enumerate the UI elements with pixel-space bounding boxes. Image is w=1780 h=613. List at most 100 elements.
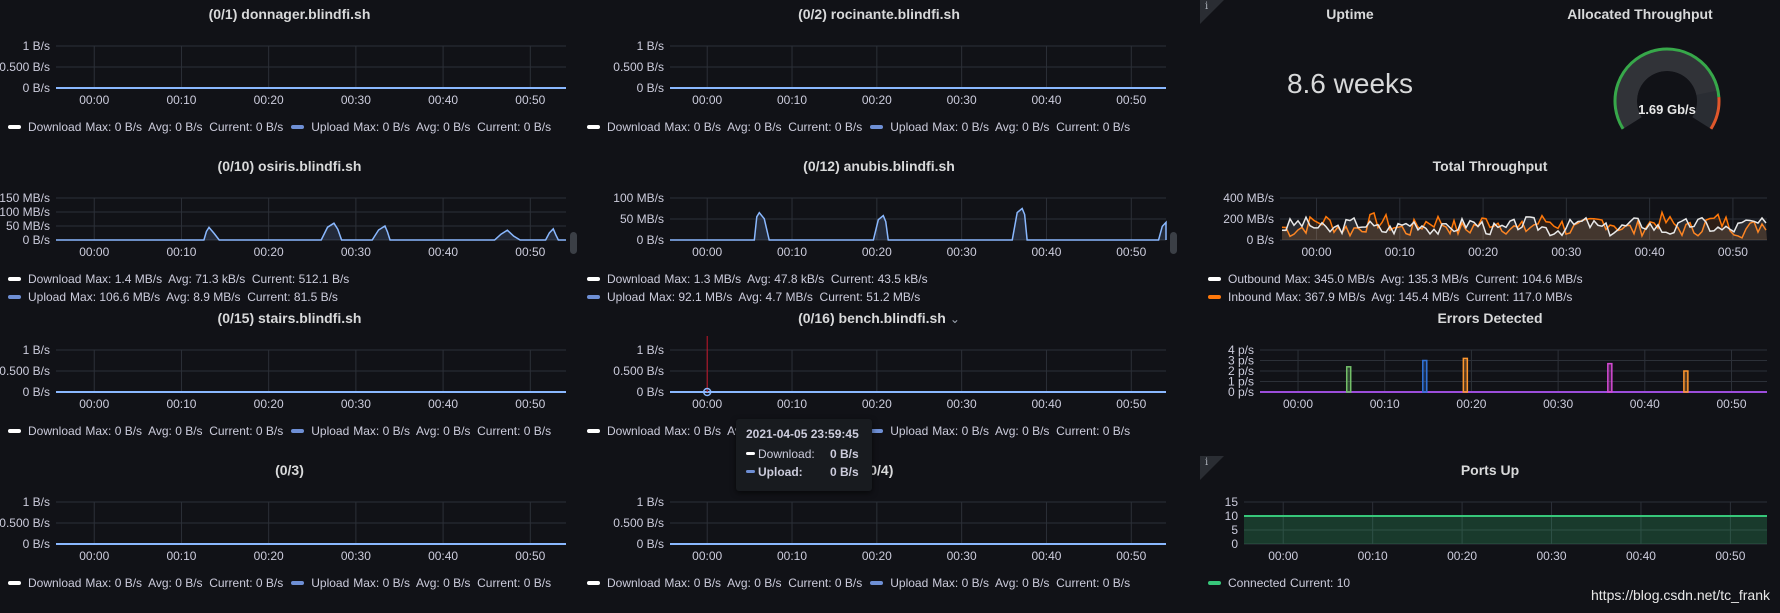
y-tick-label: 200 MB/s: [1223, 212, 1274, 226]
legend-stats: Max: 345.0 MB/s Avg: 135.3 MB/s Current:…: [1284, 272, 1583, 286]
legend-item-upload[interactable]: Upload Max: 0 B/s Avg: 0 B/s Current: 0 B…: [870, 574, 1130, 592]
legend-swatch: [291, 580, 305, 585]
tooltip-value-upload: 0 B/s: [830, 465, 859, 479]
legend-scrollbar[interactable]: [1170, 232, 1177, 254]
legend-series-name: Upload: [607, 290, 646, 304]
graph-panel-p8: (0/4) 1 B/s 0.500 B/s 0 B/s 00:00 00:10 00:20 0…: [579, 456, 1179, 608]
x-tick-label: 00:40: [1031, 245, 1061, 259]
watermark: https://blog.csdn.net/tc_frank: [1591, 587, 1770, 603]
y-tick-label: 1 B/s: [23, 39, 50, 53]
x-tick-label: 00:20: [1456, 397, 1486, 411]
info-corner[interactable]: [1200, 456, 1224, 480]
panel-title[interactable]: (0/2) rocinante.blindfi.sh: [798, 6, 960, 22]
panel-title[interactable]: (0/1) donnager.blindfi.sh: [208, 6, 371, 22]
x-tick-label: 00:00: [79, 245, 109, 259]
legend-swatch: [587, 428, 600, 433]
legend-swatch: [587, 276, 600, 281]
x-tick-label: 00:20: [862, 93, 892, 107]
graph-panel-p5: (0/15) stairs.blindfi.sh 1 B/s 0.500 B/s 0 …: [0, 304, 579, 456]
x-tick-label: 00:20: [862, 397, 892, 411]
legend-item-outbound[interactable]: Outbound Max: 345.0 MB/s Avg: 135.3 MB/s …: [1208, 270, 1764, 288]
legend-item-upload[interactable]: Upload Max: 0 B/s Avg: 0 B/s Current: 0 B…: [291, 118, 551, 136]
info-icon[interactable]: i: [1205, 457, 1209, 468]
y-tick-label: 0 B/s: [637, 233, 664, 247]
legend-swatch: [1208, 276, 1221, 281]
graph-panel-p7: (0/3) 1 B/s 0.500 B/s 0 B/s 00:00 00:10 00:20 0…: [0, 456, 579, 608]
legend-item-upload[interactable]: Upload Max: 0 B/s Avg: 0 B/s Current: 0 B…: [870, 118, 1130, 136]
legend-item-upload[interactable]: Upload Max: 0 B/s Avg: 0 B/s Current: 0 B…: [291, 574, 551, 592]
legend-series-name: Upload: [311, 120, 350, 134]
y-tick-label: 0 B/s: [23, 385, 50, 399]
legend-item-connected[interactable]: Connected Current: 10: [1208, 574, 1350, 592]
y-tick-label: 10: [1225, 509, 1239, 523]
y-tick-label: 0 B/s: [637, 385, 664, 399]
x-tick-label: 00:30: [947, 549, 977, 563]
x-tick-label: 00:30: [1537, 549, 1567, 563]
chevron-down-icon[interactable]: ⌄: [949, 312, 960, 326]
legend-swatch: [587, 580, 600, 585]
graph-legend: Connected Current: 10: [1208, 574, 1772, 610]
panel-title[interactable]: Ports Up: [1460, 462, 1520, 478]
legend-series-name: Download: [607, 272, 661, 286]
legend-scrollbar[interactable]: [570, 232, 577, 254]
panel-title[interactable]: (0/15) stairs.blindfi.sh: [217, 310, 362, 326]
uptime-value: 8.6 weeks: [1286, 68, 1414, 99]
x-tick-label: 00:40: [1626, 549, 1656, 563]
graph-panel-p4: (0/12) anubis.blindfi.sh 100 MB/s 50 MB/s 0…: [579, 152, 1179, 304]
x-tick-label: 00:10: [1358, 549, 1388, 563]
y-tick-label: 1 B/s: [637, 39, 664, 53]
legend-stats: Max: 106.6 MB/s Avg: 8.9 MB/s Current: 8…: [70, 290, 338, 304]
y-tick-label: 0.500 B/s: [613, 60, 664, 74]
legend-stats: Max: 0 B/s Avg: 0 B/s Current: 0 B/s: [664, 120, 863, 134]
legend-item-download[interactable]: Download Max: 1.4 MB/s Avg: 71.3 kB/s Cur…: [8, 270, 563, 288]
legend-stats: Max: 0 B/s Avg: 0 B/s Current: 0 B/s: [85, 576, 284, 590]
panel-title[interactable]: (0/10) osiris.blindfi.sh: [217, 158, 362, 174]
y-tick-label: 1 B/s: [637, 343, 664, 357]
legend-swatch: [291, 124, 305, 129]
legend-swatch: [8, 276, 21, 281]
x-tick-label: 00:00: [79, 549, 109, 563]
legend-item-upload[interactable]: Upload Max: 92.1 MB/s Avg: 4.7 MB/s Curre…: [587, 288, 1163, 306]
x-tick-label: 00:00: [692, 549, 722, 563]
legend-item-upload[interactable]: Upload Max: 0 B/s Avg: 0 B/s Current: 0 B…: [291, 422, 551, 440]
y-tick-label: 0.500 B/s: [0, 516, 50, 530]
x-tick-label: 00:10: [777, 93, 807, 107]
panel-title[interactable]: (0/12) anubis.blindfi.sh: [803, 158, 955, 174]
tooltip-row-download: Download: 0 B/s: [746, 445, 862, 463]
legend-stats: Max: 92.1 MB/s Avg: 4.7 MB/s Current: 51…: [649, 290, 921, 304]
legend-swatch: [8, 294, 21, 299]
x-tick-label: 00:40: [428, 397, 458, 411]
info-corner[interactable]: [1200, 0, 1224, 24]
panel-title[interactable]: Total Throughput: [1432, 158, 1548, 174]
x-tick-label: 00:50: [1718, 245, 1748, 259]
panel-title[interactable]: Errors Detected: [1437, 310, 1543, 326]
legend-item-download[interactable]: Download Max: 1.3 MB/s Avg: 47.8 kB/s Cur…: [587, 270, 1163, 288]
x-tick-label: 00:10: [166, 245, 196, 259]
x-tick-label: 00:30: [947, 93, 977, 107]
legend-series-name: Upload: [890, 120, 929, 134]
legend-item-upload[interactable]: Upload Max: 0 B/s Avg: 0 B/s Current: 0 B…: [870, 422, 1130, 440]
legend-item-upload[interactable]: Upload Max: 106.6 MB/s Avg: 8.9 MB/s Curr…: [8, 288, 563, 306]
y-tick-label: 400 MB/s: [1223, 191, 1274, 205]
x-tick-label: 00:20: [254, 397, 284, 411]
legend-swatch: [8, 580, 21, 585]
x-tick-label: 00:40: [428, 93, 458, 107]
panel-title[interactable]: (0/16) bench.blindfi.sh ⌄: [579, 310, 1179, 326]
x-tick-label: 00:50: [515, 549, 545, 563]
legend-item-inbound[interactable]: Inbound Max: 367.9 MB/s Avg: 145.4 MB/s C…: [1208, 288, 1764, 306]
legend-swatch: [587, 294, 600, 299]
panel-title[interactable]: (0/3): [275, 462, 304, 478]
gauge-threshold-red: [1709, 96, 1721, 130]
legend-swatch: [8, 124, 21, 129]
info-icon[interactable]: i: [1205, 1, 1209, 12]
x-tick-label: 00:20: [254, 93, 284, 107]
x-tick-label: 00:30: [947, 245, 977, 259]
